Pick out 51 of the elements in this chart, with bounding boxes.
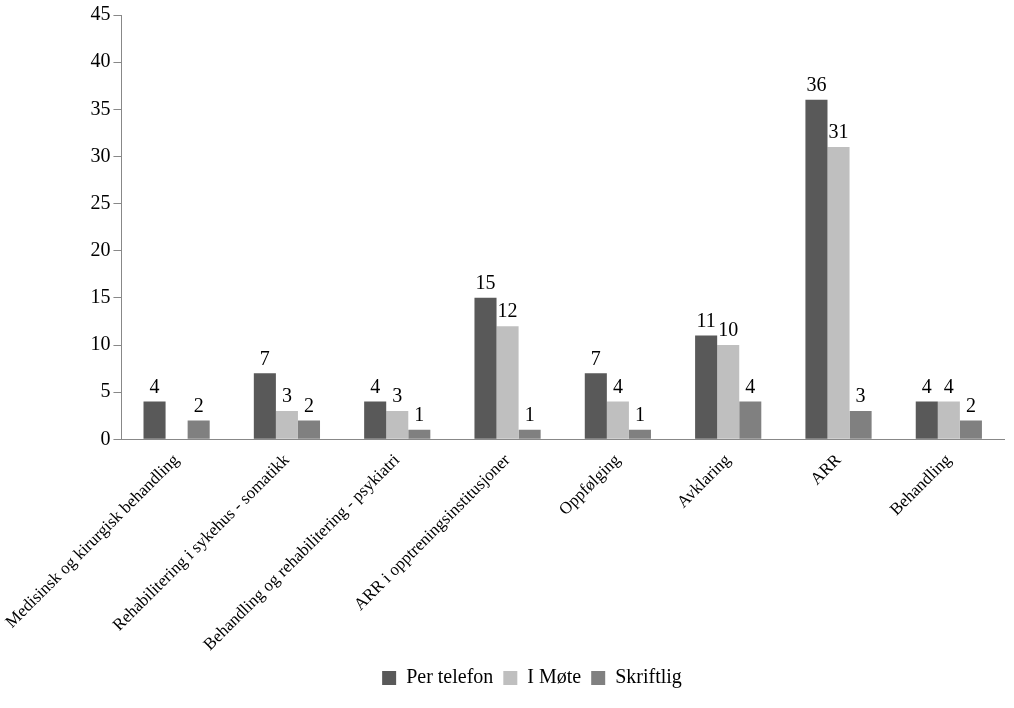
data-label: 11 xyxy=(696,308,716,331)
y-tick-label: 25 xyxy=(90,190,111,213)
legend-label: Skriftlig xyxy=(615,665,682,689)
y-tick-label: 10 xyxy=(90,332,111,355)
bar xyxy=(717,345,740,439)
y-tick-label: 5 xyxy=(100,379,111,402)
y-tick-label: 40 xyxy=(90,49,111,72)
data-label: 4 xyxy=(149,374,160,397)
bar xyxy=(474,297,497,439)
bar xyxy=(584,373,607,439)
data-label: 4 xyxy=(921,374,932,397)
data-label: 36 xyxy=(806,73,827,96)
data-label: 1 xyxy=(524,403,535,426)
bar xyxy=(805,99,828,439)
data-label: 2 xyxy=(965,393,976,416)
data-label: 4 xyxy=(943,374,954,397)
data-label: 15 xyxy=(475,271,496,294)
bar xyxy=(937,401,960,439)
legend-label: Per telefon xyxy=(406,665,494,688)
bar xyxy=(275,411,298,439)
bar xyxy=(827,147,850,439)
y-tick-label: 45 xyxy=(90,2,111,25)
data-label: 1 xyxy=(414,403,425,426)
data-label: 3 xyxy=(281,384,292,407)
y-tick-label: 15 xyxy=(90,285,111,308)
bar xyxy=(496,326,519,439)
data-label: 1 xyxy=(634,403,645,426)
data-label: 10 xyxy=(718,318,739,341)
bar xyxy=(364,401,387,439)
y-tick-label: 0 xyxy=(100,426,111,449)
bar xyxy=(915,401,938,439)
bar xyxy=(606,401,629,439)
data-label: 3 xyxy=(855,384,866,407)
data-label: 4 xyxy=(745,374,756,397)
bar xyxy=(386,411,409,439)
legend-label: I Møte xyxy=(527,665,582,688)
data-label: 3 xyxy=(392,384,403,407)
bar xyxy=(143,401,166,439)
data-label: 4 xyxy=(612,374,623,397)
data-label: 7 xyxy=(259,346,270,369)
y-tick-label: 20 xyxy=(90,237,111,260)
y-tick-label: 35 xyxy=(90,96,111,119)
data-label: 31 xyxy=(828,120,849,143)
data-label: 2 xyxy=(193,393,204,416)
data-label: 12 xyxy=(497,299,518,322)
data-label: 7 xyxy=(590,346,601,369)
data-label: 4 xyxy=(370,374,381,397)
data-label: 2 xyxy=(303,393,314,416)
bar xyxy=(695,335,718,439)
y-tick-label: 30 xyxy=(90,143,111,166)
bar xyxy=(253,373,276,439)
